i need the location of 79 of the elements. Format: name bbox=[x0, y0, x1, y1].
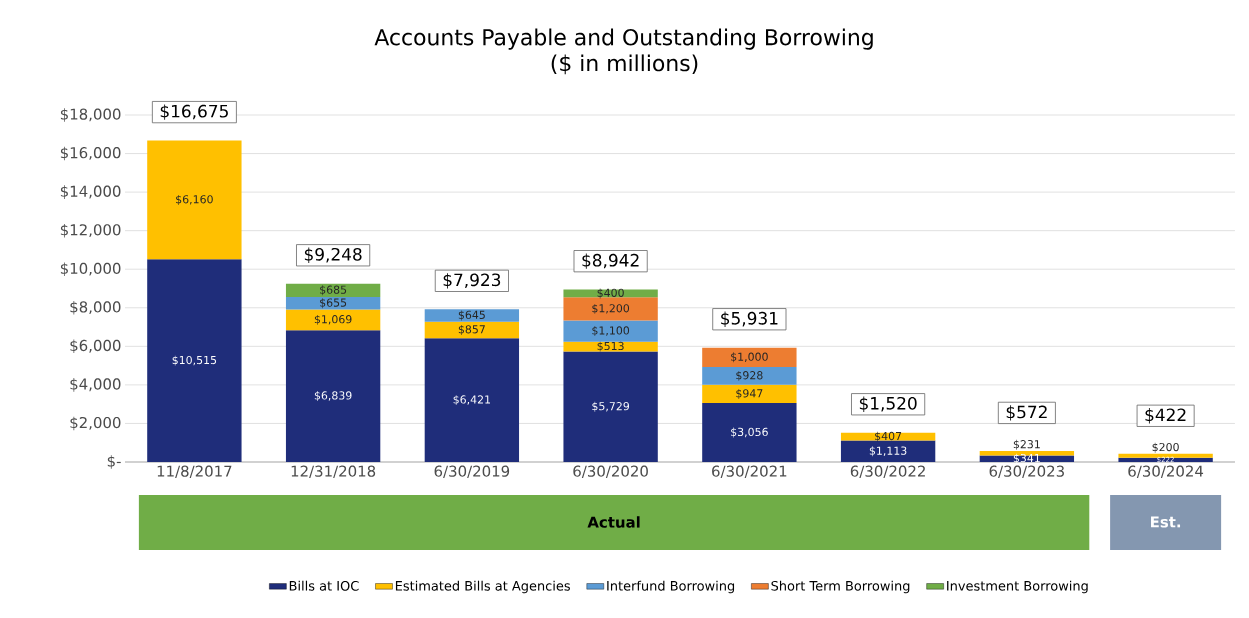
bar bbox=[702, 403, 797, 462]
x-tick-label: 6/30/2019 bbox=[434, 465, 510, 478]
data-label: $655 bbox=[320, 298, 347, 309]
y-tick-label: $4,000 bbox=[70, 378, 121, 392]
bar bbox=[563, 297, 658, 321]
y-tick-label: $- bbox=[107, 455, 121, 469]
x-tick-label: 6/30/2020 bbox=[573, 465, 648, 478]
bar bbox=[702, 384, 797, 404]
text: Est. bbox=[1151, 516, 1181, 528]
bar bbox=[285, 283, 381, 297]
data-label: $1,000 bbox=[731, 352, 768, 363]
total-label: $572 bbox=[1006, 405, 1047, 421]
legend-label: Short Term Borrowing bbox=[771, 580, 910, 594]
data-label: $407 bbox=[875, 431, 902, 442]
data-label: $1,113 bbox=[869, 446, 907, 457]
data-label: $1,200 bbox=[592, 303, 630, 314]
total-label: $8,942 bbox=[582, 253, 639, 269]
bar bbox=[285, 296, 381, 310]
data-label: $513 bbox=[597, 341, 624, 352]
bar bbox=[424, 338, 520, 462]
data-label: $645 bbox=[458, 310, 485, 321]
total-label: $422 bbox=[1145, 408, 1186, 424]
data-label: $231 bbox=[1013, 439, 1040, 450]
data-label: $928 bbox=[736, 370, 763, 381]
x-tick-label: 11/8/2017 bbox=[157, 465, 232, 478]
total-label: $5,931 bbox=[721, 311, 778, 327]
bar bbox=[424, 309, 520, 322]
legend-label: Investment Borrowing bbox=[947, 580, 1088, 594]
data-label: $1,069 bbox=[314, 314, 352, 325]
x-tick-label: 6/30/2024 bbox=[1128, 465, 1204, 478]
y-tick-label: $10,000 bbox=[60, 262, 121, 276]
x-tick-label: 12/31/2018 bbox=[291, 465, 376, 478]
text: Actual bbox=[587, 516, 640, 528]
bar bbox=[702, 366, 797, 385]
y-tick-label: $18,000 bbox=[60, 108, 121, 122]
y-tick-label: $12,000 bbox=[60, 223, 121, 238]
data-label: $1,100 bbox=[592, 326, 630, 337]
data-label: $341 bbox=[1013, 453, 1040, 464]
legend-label: Estimated Bills at Agencies bbox=[395, 580, 570, 594]
bar bbox=[285, 309, 381, 331]
data-label: $857 bbox=[458, 324, 485, 335]
bar bbox=[147, 140, 242, 260]
bar bbox=[979, 455, 1075, 462]
legend-label: Interfund Borrowing bbox=[607, 580, 735, 594]
bar bbox=[147, 259, 242, 462]
bar bbox=[424, 321, 520, 339]
data-label: $685 bbox=[320, 285, 347, 296]
y-tick-label: $8,000 bbox=[70, 301, 121, 315]
y-tick-label: $16,000 bbox=[60, 146, 121, 161]
bar bbox=[563, 351, 658, 462]
total-label: $9,248 bbox=[304, 247, 362, 263]
data-label: $400 bbox=[597, 288, 624, 299]
chart-title: Accounts Payable and Outstanding Borrowing bbox=[374, 28, 873, 50]
bar bbox=[840, 432, 936, 441]
total-label: $16,675 bbox=[160, 104, 228, 120]
data-label: $5,729 bbox=[592, 401, 630, 412]
y-tick-label: $2,000 bbox=[70, 416, 121, 431]
total-label: $7,923 bbox=[443, 273, 501, 289]
data-label: $6,421 bbox=[453, 395, 491, 406]
data-label: $6,160 bbox=[176, 194, 213, 205]
bar bbox=[840, 440, 936, 462]
total-label: $1,520 bbox=[859, 396, 917, 412]
bar bbox=[563, 341, 658, 352]
data-label: $947 bbox=[736, 388, 763, 399]
data-label: $200 bbox=[1152, 442, 1179, 453]
data-label: $10,515 bbox=[172, 355, 217, 366]
y-tick-label: $6,000 bbox=[70, 339, 121, 354]
data-label: $6,839 bbox=[314, 391, 352, 402]
bar bbox=[285, 330, 381, 462]
bar bbox=[1118, 453, 1213, 458]
bar bbox=[563, 320, 658, 342]
chart-subtitle: ($ in millions) bbox=[551, 54, 698, 75]
legend-label: Bills at IOC bbox=[289, 580, 359, 591]
x-tick-label: 6/30/2022 bbox=[850, 465, 925, 478]
data-label: $3,056 bbox=[731, 427, 768, 438]
y-tick-label: $14,000 bbox=[60, 185, 121, 199]
x-tick-label: 6/30/2021 bbox=[712, 465, 787, 478]
x-tick-label: 6/30/2023 bbox=[989, 465, 1064, 478]
bar bbox=[702, 347, 797, 367]
